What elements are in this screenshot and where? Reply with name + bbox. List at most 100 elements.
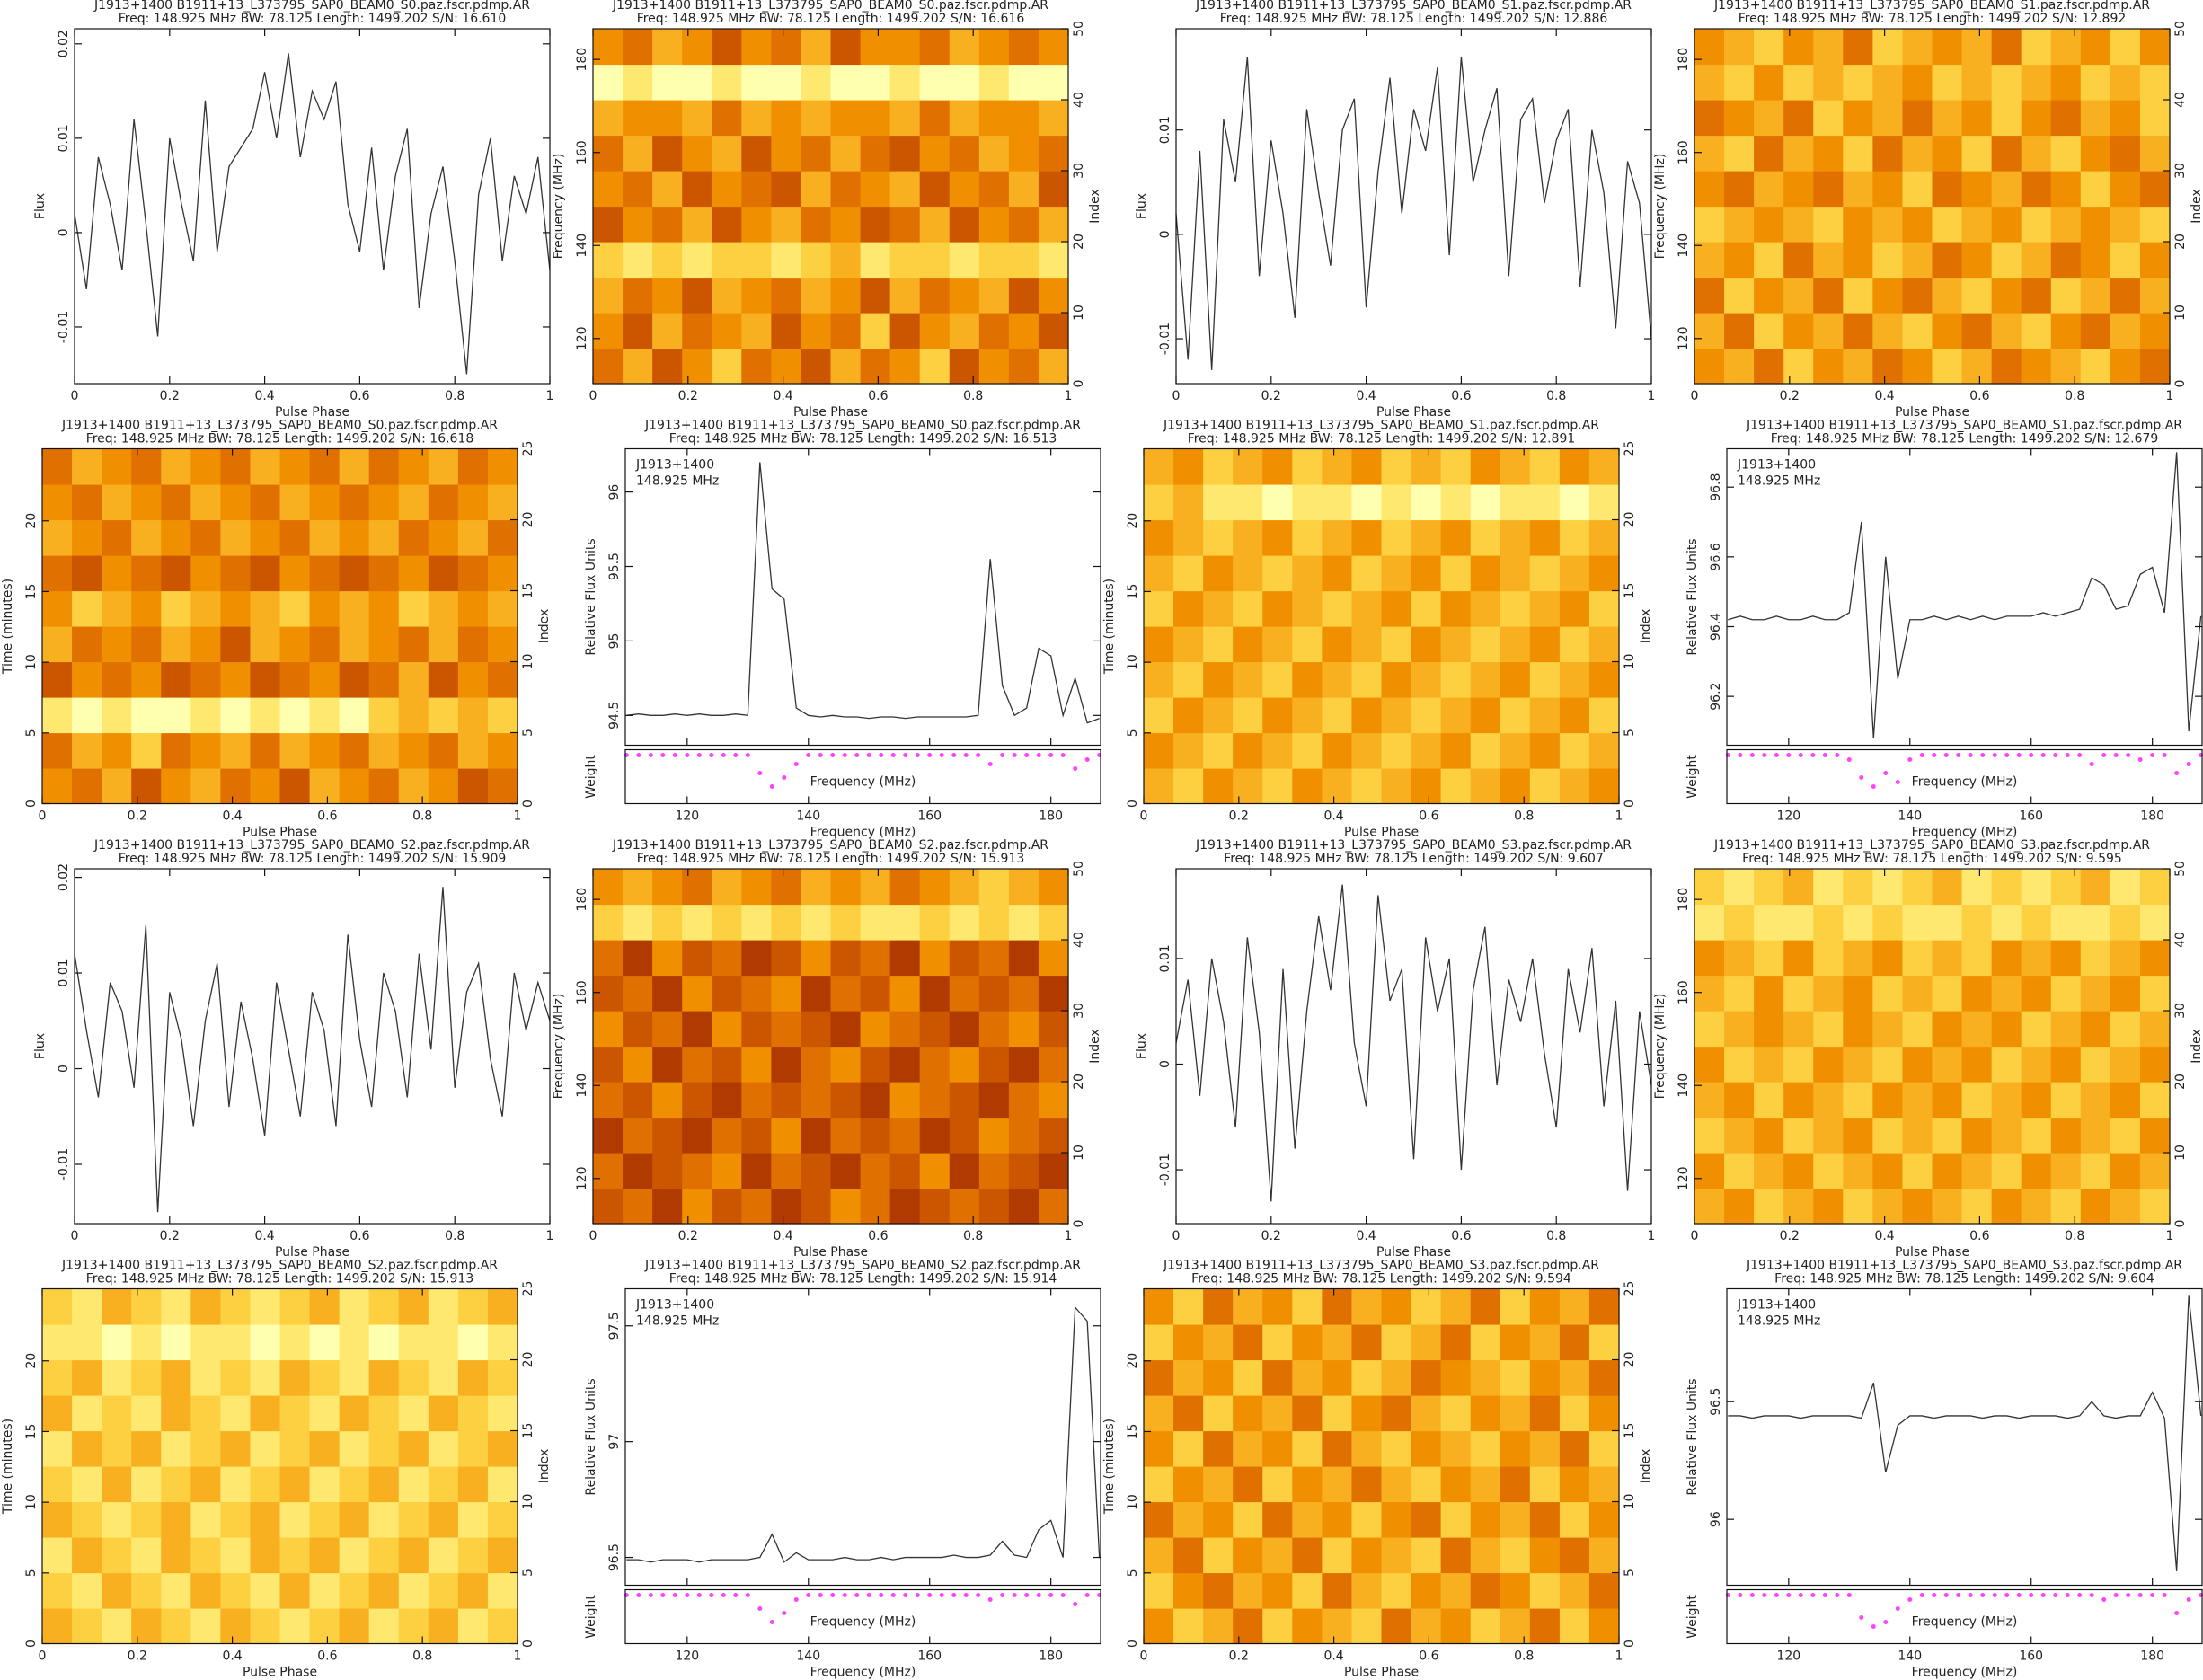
heatmap-cell — [102, 1359, 132, 1396]
y2-axis-label: Index — [2190, 189, 2203, 224]
weight-point — [963, 1593, 969, 1597]
heatmap-cell — [1233, 697, 1263, 734]
weight-point — [1859, 775, 1864, 780]
y2-tick-label: 20 — [1072, 234, 1086, 250]
heatmap-cell — [398, 1359, 429, 1396]
heatmap-cell — [860, 869, 891, 906]
heatmap-cell — [1262, 484, 1293, 521]
heatmap-cell — [860, 1046, 891, 1083]
heatmap-cell — [1173, 626, 1204, 663]
weight-point — [2113, 753, 2119, 757]
heatmap-cell — [1724, 975, 1755, 1012]
heatmap-cell — [1991, 1011, 2022, 1048]
heatmap-cell — [1203, 448, 1234, 485]
heatmap-cell — [1932, 1153, 1963, 1189]
heatmap-cell — [131, 1288, 162, 1325]
weight-point — [2053, 753, 2058, 757]
weight-label: Weight — [584, 755, 598, 799]
heatmap-cell — [2021, 1188, 2052, 1225]
x-axis-label: Pulse Phase — [275, 1245, 349, 1260]
heatmap-cell — [1783, 869, 1814, 906]
heatmap-cell — [1500, 697, 1531, 734]
weight-point — [1036, 753, 1041, 757]
x-tick-label: 0.8 — [1546, 1229, 1566, 1243]
heatmap-cell — [457, 590, 489, 627]
heatmap-cell — [1529, 732, 1561, 769]
heatmap-cell — [368, 1572, 400, 1609]
heatmap-cell — [741, 1046, 772, 1083]
heatmap-cell — [190, 1501, 221, 1538]
heatmap-cell — [1322, 519, 1353, 556]
weight-point — [915, 753, 920, 757]
heatmap-cell — [919, 904, 951, 941]
heatmap-cell — [1724, 1046, 1755, 1083]
heatmap-cell — [1262, 555, 1293, 592]
heatmap-cell — [102, 661, 132, 698]
heatmap-cell — [593, 29, 624, 66]
y-tick-label: 5 — [1126, 729, 1140, 737]
y2-axis-label: Index — [1639, 609, 1653, 644]
y2-tick-label: 15 — [521, 583, 535, 599]
heatmap-cell — [801, 975, 832, 1012]
heatmap-cell — [190, 1395, 221, 1432]
heatmap-cell — [2050, 277, 2082, 314]
heatmap-cell — [801, 171, 832, 208]
heatmap-cell — [1902, 277, 1933, 314]
heatmap-cell — [398, 1466, 429, 1503]
heatmap-cell — [2021, 1153, 2052, 1189]
heatmap-cell — [1144, 626, 1174, 663]
heatmap-cell — [1902, 869, 1933, 906]
heatmap-cell — [2050, 135, 2082, 172]
y-axis-label: Flux — [33, 193, 48, 219]
heatmap-cell — [1843, 1082, 1873, 1119]
heatmap-cell — [309, 1359, 341, 1396]
heatmap-cell — [801, 1188, 832, 1225]
heatmap-cell — [1233, 1288, 1263, 1325]
heatmap-cell — [1322, 697, 1353, 734]
heatmap-cell — [1872, 904, 1904, 941]
heatmap-cell — [1440, 768, 1472, 805]
heatmap-cell — [652, 940, 683, 977]
heatmap-cell — [42, 1430, 73, 1467]
y-tick-label: 0 — [1126, 800, 1140, 808]
heatmap-cell — [889, 1046, 921, 1083]
heatmap-cell — [623, 277, 653, 314]
x-axis-label: Frequency (MHz) — [1912, 1666, 2018, 1680]
y2-tick-label: 15 — [1623, 1423, 1637, 1439]
heatmap-cell — [1559, 519, 1590, 556]
heatmap-cell — [1411, 1537, 1442, 1574]
heatmap-cell — [1144, 1324, 1174, 1361]
heatmap-cell — [1292, 590, 1323, 627]
heatmap-cell — [1173, 448, 1204, 485]
heatmap-cell — [1991, 171, 2022, 208]
heatmap-cell — [1038, 940, 1069, 977]
heatmap-cell — [652, 1011, 683, 1048]
panel: J1913+1400 B1911+13_L373795_SAP0_BEAM0_S… — [1102, 1259, 1653, 1680]
heatmap-cell — [2139, 135, 2171, 172]
heatmap-cell — [1292, 519, 1323, 556]
weight-point — [866, 1593, 871, 1597]
heatmap-cell — [1008, 100, 1040, 137]
y2-tick-label: 0 — [1623, 1640, 1637, 1648]
x-tick-label: 0.8 — [963, 1229, 983, 1243]
heatmap-cell — [1233, 1572, 1263, 1609]
heatmap-cell — [220, 448, 252, 485]
heatmap-cell — [2110, 348, 2141, 385]
heatmap-cell — [1902, 242, 1933, 279]
heatmap-cell — [339, 1324, 370, 1361]
heatmap-cell — [102, 1537, 132, 1574]
weight-point — [745, 1593, 750, 1597]
heatmap-cell — [919, 975, 951, 1012]
x-axis-label: Pulse Phase — [793, 1245, 868, 1260]
heatmap-cell — [1440, 484, 1472, 521]
heatmap-cell — [1322, 661, 1353, 698]
heatmap-cell — [161, 448, 191, 485]
heatmap-cell — [457, 448, 489, 485]
heatmap-cell — [1559, 1324, 1590, 1361]
heatmap-cell — [1144, 1466, 1174, 1503]
heatmap-cell — [712, 64, 742, 101]
x-tick-label: 1 — [514, 809, 522, 824]
heatmap-cell — [1038, 869, 1069, 906]
heatmap-cell — [1783, 313, 1814, 349]
weight-frame — [1726, 748, 2203, 805]
